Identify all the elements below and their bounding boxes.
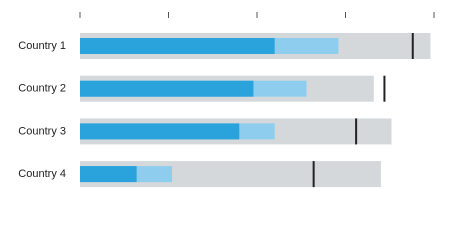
category-label: Country 4 bbox=[18, 168, 66, 180]
chart: Country 1 Country 2 Country 3 Country 4 bbox=[18, 12, 435, 188]
value-bar bbox=[80, 38, 275, 54]
value-bar bbox=[80, 123, 240, 140]
value-bar bbox=[80, 80, 254, 97]
category-label: Country 3 bbox=[18, 125, 66, 137]
category-label: Country 1 bbox=[18, 40, 66, 52]
category-label: Country 2 bbox=[18, 83, 66, 95]
value-bar bbox=[80, 166, 137, 183]
